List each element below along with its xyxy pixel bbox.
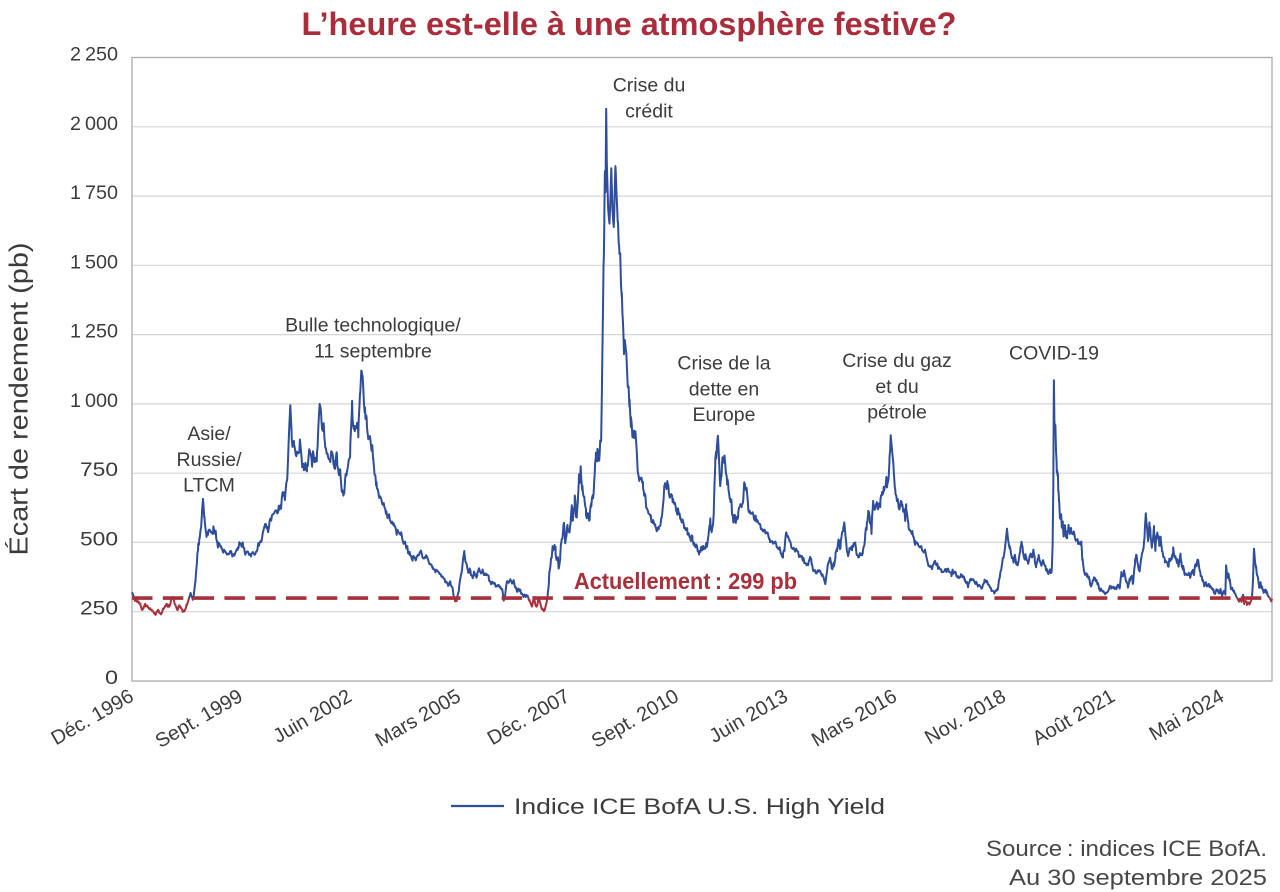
svg-text:2 250: 2 250 (70, 45, 118, 66)
svg-text:Crise de la: Crise de la (677, 353, 770, 375)
svg-text:11 septembre: 11 septembre (314, 340, 432, 362)
svg-text:Europe: Europe (693, 404, 756, 426)
svg-text:1 500: 1 500 (70, 252, 118, 273)
svg-text:Russie/: Russie/ (176, 449, 242, 471)
svg-text:500: 500 (80, 529, 118, 550)
svg-text:2 000: 2 000 (70, 114, 118, 135)
svg-text:1 750: 1 750 (70, 183, 118, 204)
svg-text:Indice ICE BofA U.S. High Yiel: Indice ICE BofA U.S. High Yield (514, 794, 885, 819)
svg-text:Écart de rendement (pb): Écart de rendement (pb) (4, 243, 34, 556)
svg-text:crédit: crédit (625, 100, 673, 122)
svg-text:L’heure est-elle à une atmosph: L’heure est-elle à une atmosphère festiv… (302, 6, 957, 42)
svg-text:et du: et du (875, 376, 918, 398)
svg-text:Crise du: Crise du (613, 75, 686, 97)
svg-text:Au 30 septembre 2025: Au 30 septembre 2025 (1009, 865, 1267, 890)
svg-text:Actuellement : 299 pb: Actuellement : 299 pb (574, 568, 797, 594)
svg-text:Crise du gaz: Crise du gaz (842, 350, 951, 372)
svg-text:Source : indices ICE BofA.: Source : indices ICE BofA. (986, 836, 1267, 861)
svg-text:1 250: 1 250 (70, 322, 118, 343)
svg-text:pétrole: pétrole (867, 402, 927, 424)
svg-text:Bulle technologique/: Bulle technologique/ (285, 315, 461, 337)
svg-text:LTCM: LTCM (183, 475, 235, 497)
svg-text:COVID-19: COVID-19 (1009, 343, 1099, 365)
svg-text:1 000: 1 000 (70, 391, 118, 412)
svg-text:Asie/: Asie/ (187, 423, 231, 445)
svg-text:750: 750 (80, 460, 118, 481)
svg-text:250: 250 (80, 599, 118, 620)
svg-text:dette en: dette en (689, 378, 759, 400)
svg-text:0: 0 (105, 668, 118, 689)
